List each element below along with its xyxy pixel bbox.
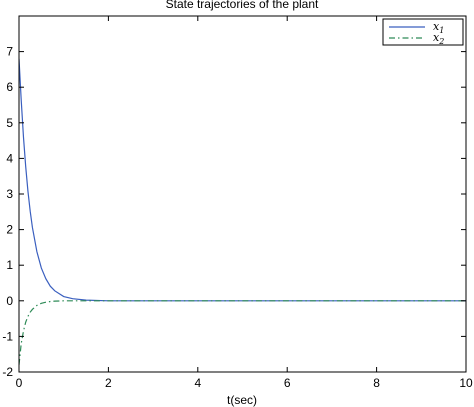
y-tick-label: 7 bbox=[6, 45, 13, 59]
x-axis-label: t(sec) bbox=[227, 393, 257, 407]
legend-entry-x2: x2 bbox=[433, 31, 444, 46]
y-tick-label: 1 bbox=[6, 258, 13, 272]
y-tick-label: 4 bbox=[6, 151, 13, 165]
axis-ticks bbox=[18, 16, 467, 373]
x-tick-label: 0 bbox=[16, 376, 23, 390]
series-line-x2 bbox=[19, 300, 466, 365]
x-tick-label: 2 bbox=[105, 376, 112, 390]
plot-area bbox=[19, 58, 466, 365]
legend-box bbox=[382, 18, 464, 46]
chart-title: State trajectories of the plant bbox=[166, 0, 319, 11]
y-tick-label: 0 bbox=[6, 294, 13, 308]
x-tick-label: 8 bbox=[373, 376, 380, 390]
y-tick-label: 6 bbox=[6, 80, 13, 94]
y-tick-label: 5 bbox=[6, 116, 13, 130]
legend-symbol: x bbox=[433, 20, 440, 33]
y-tick-label: -2 bbox=[2, 365, 13, 379]
y-tick-label: 2 bbox=[6, 223, 13, 237]
legend-subscript: 1 bbox=[439, 26, 444, 35]
legend-symbol: x bbox=[433, 31, 440, 44]
legend-subscript: 2 bbox=[438, 37, 444, 46]
tick-labels: 0 2 4 6 8 10 -2 -1 0 1 2 3 4 5 6 7 bbox=[2, 45, 473, 390]
x-tick-label: 10 bbox=[459, 376, 473, 390]
plot-frame bbox=[18, 15, 467, 373]
series-line-x1 bbox=[19, 58, 466, 302]
x-tick-label: 4 bbox=[194, 376, 201, 390]
y-tick-label: 3 bbox=[6, 187, 13, 201]
x-tick-label: 6 bbox=[284, 376, 291, 390]
y-tick-label: -1 bbox=[2, 329, 13, 343]
legend-entry-x1: x1 bbox=[433, 20, 444, 35]
